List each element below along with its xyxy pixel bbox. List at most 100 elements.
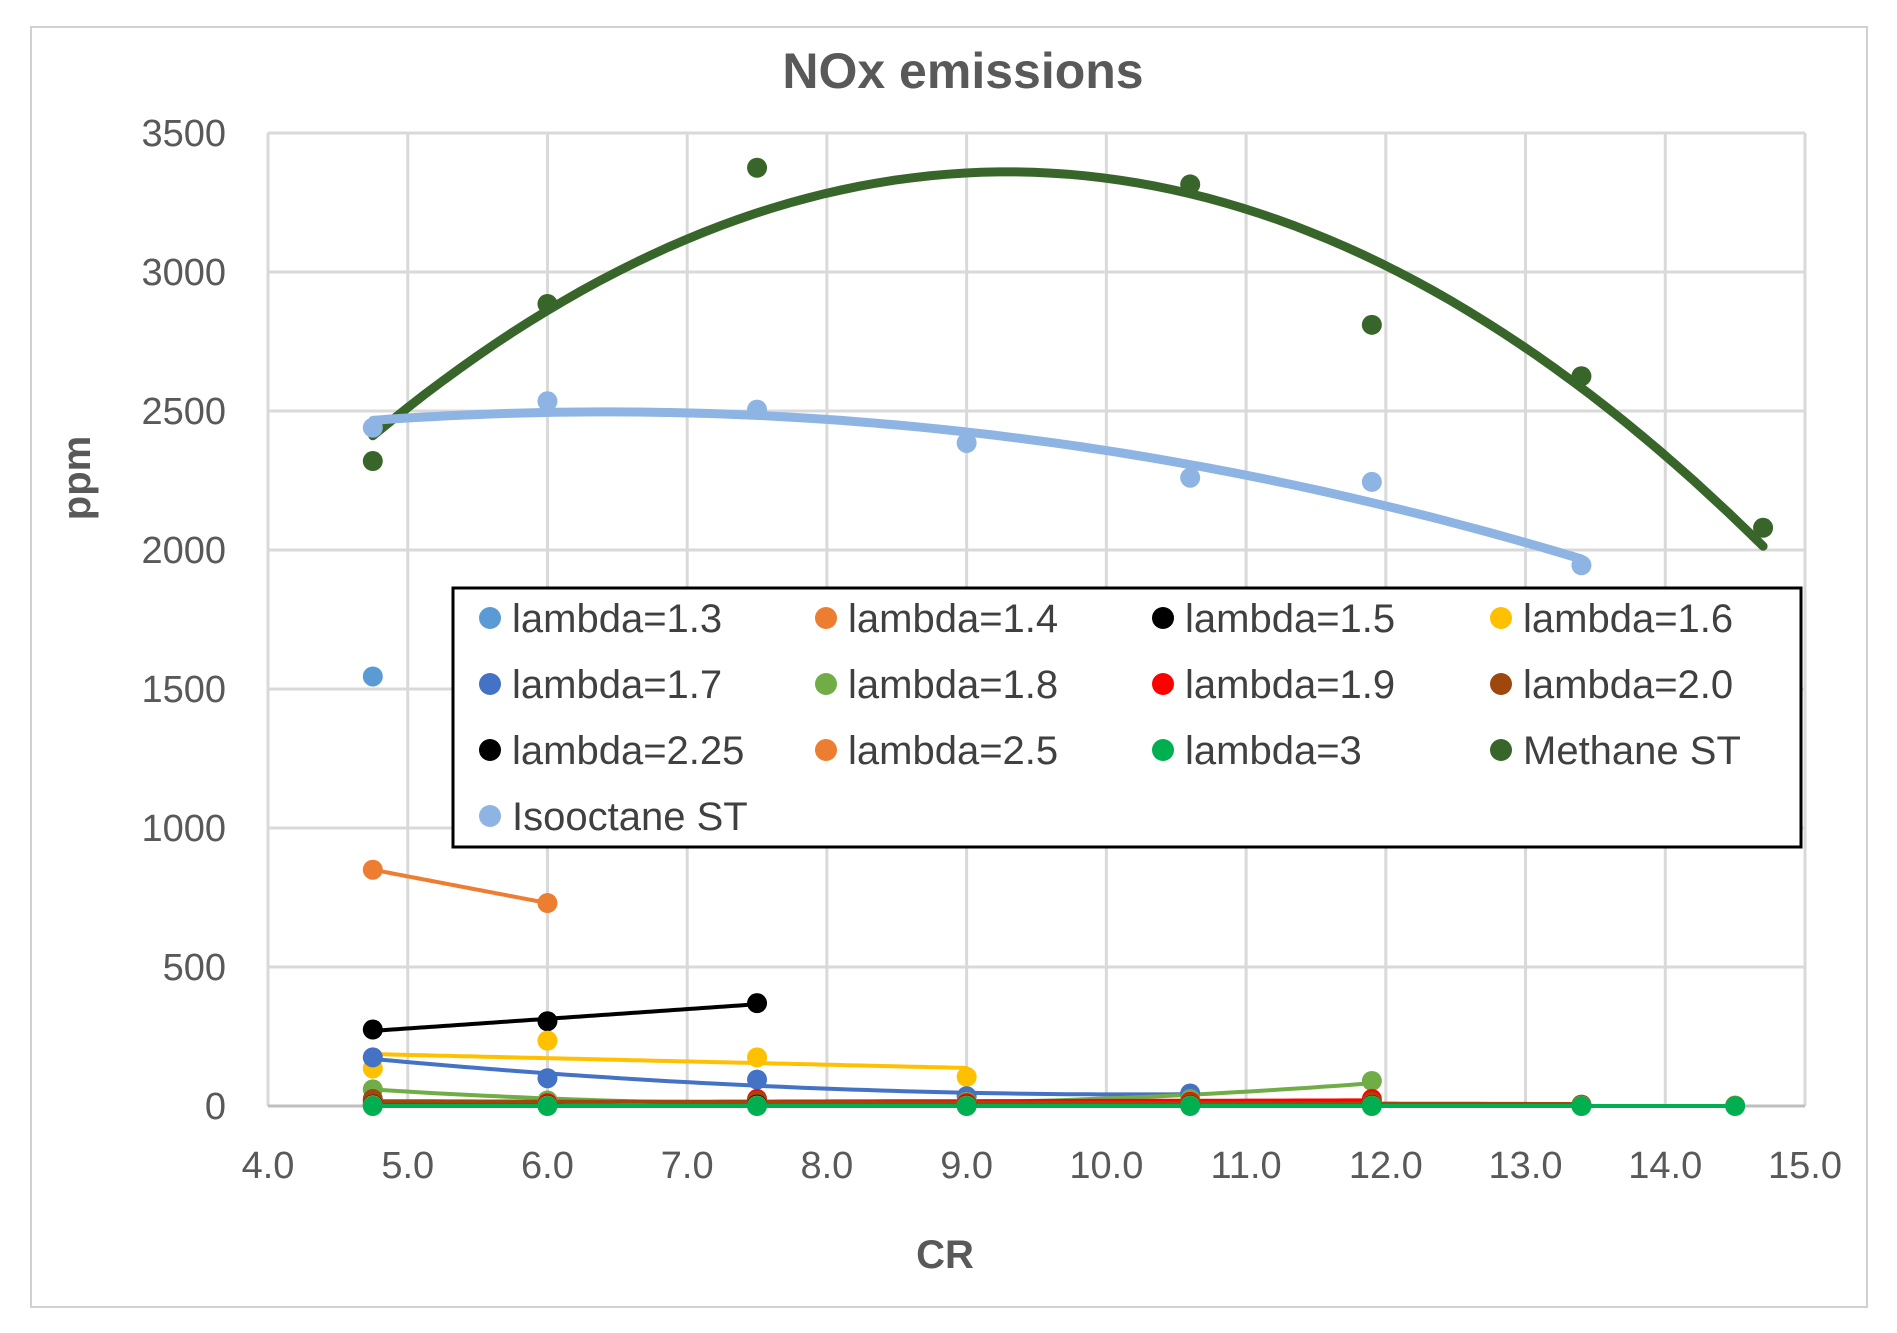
- y-tick-label: 1000: [141, 808, 226, 850]
- x-tick-label: 9.0: [940, 1145, 993, 1187]
- y-tick-label: 3000: [141, 252, 226, 294]
- data-point-lambda-1-7: [362, 1047, 383, 1068]
- data-point-lambda-1-7: [537, 1068, 558, 1089]
- data-point-lambda-1-6: [537, 1030, 558, 1051]
- x-tick-label: 6.0: [521, 1145, 574, 1187]
- x-tick-label: 10.0: [1069, 1145, 1143, 1187]
- data-point-methane-st: [1180, 174, 1201, 195]
- x-tick-label: 15.0: [1768, 1145, 1842, 1187]
- data-point-lambda-3: [956, 1096, 977, 1116]
- legend-label: lambda=1.5: [1185, 597, 1395, 641]
- legend-marker: [479, 673, 501, 695]
- trendline-isooctane-st: [368, 407, 1586, 564]
- legend-item-isooctane-st: Isooctane ST: [479, 795, 748, 839]
- legend-item-lambda-1-4: lambda=1.4: [815, 597, 1058, 641]
- y-axis-label: ppm: [55, 436, 99, 520]
- data-point-methane-st: [747, 157, 768, 178]
- data-point-isooctane-st: [1180, 467, 1201, 488]
- x-tick-label: 14.0: [1628, 1145, 1702, 1187]
- data-point-methane-st: [1361, 314, 1382, 335]
- legend-marker: [479, 607, 501, 629]
- legend-marker: [1152, 739, 1174, 761]
- legend-label: lambda=1.4: [848, 597, 1058, 641]
- legend-item-lambda-3: lambda=3: [1152, 729, 1362, 773]
- legend-marker: [1490, 607, 1512, 629]
- legend: lambda=1.3 lambda=1.4 lambda=1.5 lambda=1.6…: [451, 586, 1803, 849]
- y-tick-label: 2500: [141, 391, 226, 433]
- legend-marker: [1152, 673, 1174, 695]
- data-point-methane-st: [362, 451, 383, 472]
- y-tick-label: 2000: [141, 530, 226, 572]
- data-point-lambda-1-5: [747, 993, 768, 1014]
- legend-item-lambda-1-8: lambda=1.8: [815, 663, 1058, 707]
- legend-label: lambda=1.3: [512, 597, 722, 641]
- data-point-lambda-3: [747, 1096, 768, 1116]
- data-point-lambda-3: [1725, 1096, 1746, 1116]
- legend-marker: [815, 607, 837, 629]
- data-point-lambda-1-6: [956, 1066, 977, 1087]
- trendline-lambda-1-4: [370, 867, 550, 906]
- x-tick-label: 5.0: [381, 1145, 434, 1187]
- data-point-isooctane-st: [747, 399, 768, 420]
- legend-item-lambda-1-5: lambda=1.5: [1152, 597, 1395, 641]
- data-point-lambda-1-8: [1361, 1070, 1382, 1091]
- data-point-methane-st: [1753, 517, 1774, 538]
- trendline-lambda-1-6: [370, 1052, 969, 1070]
- trendline-lambda-1-5: [370, 1002, 759, 1033]
- data-point-isooctane-st: [362, 417, 383, 438]
- chart-title: NOx emissions: [782, 43, 1143, 99]
- y-tick-label: 3500: [141, 113, 226, 155]
- data-point-lambda-3: [362, 1096, 383, 1116]
- data-point-lambda-3: [1571, 1096, 1592, 1116]
- x-axis-label: CR: [916, 1233, 974, 1277]
- trendline-lambda-1-7: [370, 1056, 1193, 1097]
- legend-marker: [815, 739, 837, 761]
- data-point-lambda-1-5: [362, 1019, 383, 1040]
- legend-item-lambda-1-3: lambda=1.3: [479, 597, 722, 641]
- x-tick-label: 4.0: [242, 1145, 295, 1187]
- data-point-methane-st: [1571, 366, 1592, 387]
- point-layer: [362, 157, 1774, 1116]
- y-tick-label: 1500: [141, 669, 226, 711]
- data-point-lambda-3: [1180, 1096, 1201, 1116]
- legend-item-lambda-2-5: lambda=2.5: [815, 729, 1058, 773]
- data-point-lambda-1-6: [747, 1047, 768, 1068]
- legend-item-lambda-2-25: lambda=2.25: [479, 729, 744, 773]
- legend-label: lambda=1.7: [512, 663, 722, 707]
- y-tick-label: 500: [163, 947, 226, 989]
- legend-box: [451, 586, 1803, 849]
- legend-marker: [1490, 739, 1512, 761]
- data-point-lambda-1-7: [747, 1069, 768, 1090]
- legend-item-lambda-2-0: lambda=2.0: [1490, 663, 1733, 707]
- legend-marker: [479, 739, 501, 761]
- data-point-lambda-1-4: [537, 893, 558, 914]
- x-tick-label: 11.0: [1211, 1145, 1282, 1187]
- legend-item-lambda-1-6: lambda=1.6: [1490, 597, 1733, 641]
- data-point-lambda-3: [1361, 1096, 1382, 1116]
- legend-label: lambda=2.0: [1523, 663, 1733, 707]
- x-tick-label: 13.0: [1489, 1145, 1563, 1187]
- legend-marker: [1152, 607, 1174, 629]
- data-point-isooctane-st: [1571, 555, 1592, 576]
- legend-item-lambda-1-9: lambda=1.9: [1152, 663, 1395, 707]
- legend-label: lambda=1.9: [1185, 663, 1395, 707]
- data-point-isooctane-st: [956, 432, 977, 453]
- x-tick-label: 7.0: [661, 1145, 714, 1187]
- legend-label: lambda=3: [1185, 729, 1362, 773]
- data-point-methane-st: [537, 293, 558, 314]
- data-point-lambda-3: [537, 1096, 558, 1116]
- y-tick-label: 0: [205, 1086, 226, 1128]
- data-point-isooctane-st: [1361, 471, 1382, 492]
- legend-marker: [815, 673, 837, 695]
- legend-marker: [1490, 673, 1512, 695]
- legend-item-methane-st: Methane ST: [1490, 729, 1741, 773]
- trendline-methane-st: [368, 167, 1768, 551]
- legend-label: Isooctane ST: [512, 795, 748, 839]
- data-point-lambda-1-3: [362, 666, 383, 687]
- legend-label: Methane ST: [1523, 729, 1741, 773]
- legend-item-lambda-1-7: lambda=1.7: [479, 663, 722, 707]
- legend-label: lambda=2.25: [512, 729, 744, 773]
- legend-label: lambda=1.8: [848, 663, 1058, 707]
- data-point-lambda-1-5: [537, 1011, 558, 1032]
